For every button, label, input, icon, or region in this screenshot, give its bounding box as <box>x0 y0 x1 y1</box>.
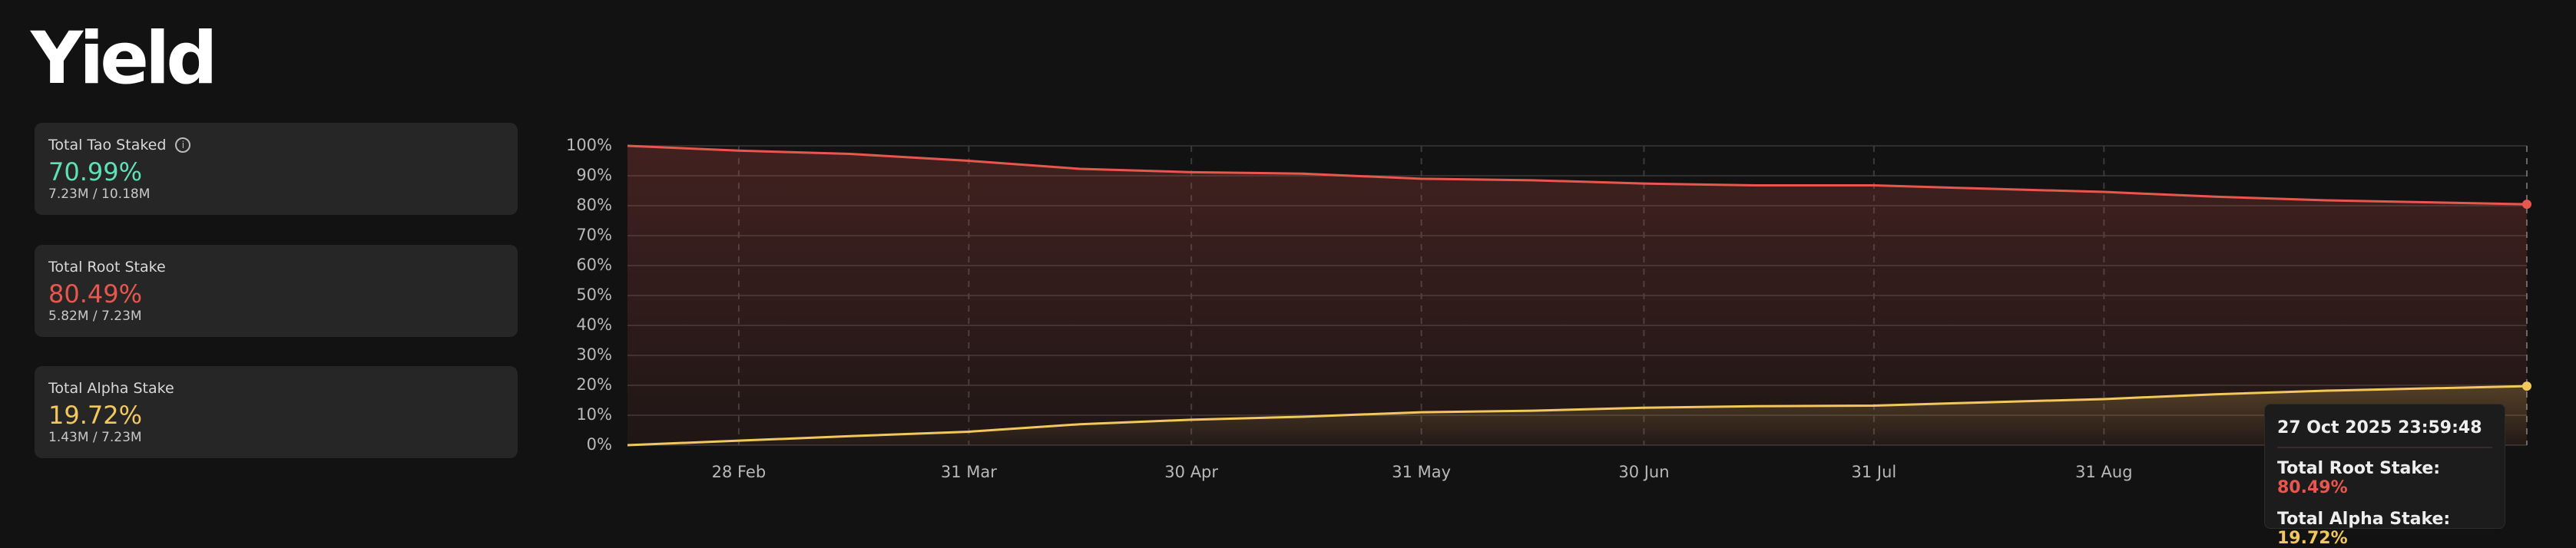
stat-card: Total Tao Staked i 70.99% 7.23M / 10.18M <box>35 123 518 215</box>
y-tick-label: 80% <box>576 196 612 214</box>
y-tick-label: 20% <box>576 375 612 394</box>
y-tick-label: 0% <box>587 435 612 454</box>
x-tick-label: 28 Feb <box>712 463 767 481</box>
tooltip-row: Total Alpha Stake: 19.72% <box>2277 510 2492 548</box>
y-tick-label: 70% <box>576 226 612 244</box>
card-detail: 5.82M / 7.23M <box>48 309 142 324</box>
tooltip-label: Total Root Stake: <box>2277 459 2441 478</box>
card-label-text: Total Tao Staked <box>48 137 167 154</box>
tooltip-row: Total Root Stake: 80.49% <box>2277 459 2492 497</box>
card-label-text: Total Alpha Stake <box>48 380 174 397</box>
y-tick-label: 10% <box>576 405 612 424</box>
end-point <box>2522 381 2531 391</box>
series-area <box>627 146 2527 445</box>
tooltip-value: 80.49% <box>2277 478 2348 497</box>
card-label: Total Root Stake <box>48 259 504 276</box>
card-value: 70.99% <box>48 157 143 187</box>
stat-card: Total Alpha Stake 19.72% 1.43M / 7.23M <box>35 366 518 458</box>
y-tick-label: 50% <box>576 286 612 304</box>
series-line <box>627 144 2528 206</box>
y-tick-label: 100% <box>566 136 612 154</box>
card-label: Total Alpha Stake <box>48 380 504 397</box>
card-detail: 1.43M / 7.23M <box>48 430 142 445</box>
series-line <box>627 385 2528 447</box>
card-value: 80.49% <box>48 279 143 309</box>
x-tick-label: 30 Jun <box>1618 463 1669 481</box>
tooltip-value: 19.72% <box>2277 529 2348 548</box>
y-tick-label: 90% <box>576 166 612 184</box>
tooltip-separator <box>2277 447 2492 448</box>
tooltip-date: 27 Oct 2025 23:59:48 <box>2277 418 2482 437</box>
x-tick-label: 31 May <box>1392 463 1451 481</box>
y-tick-label: 30% <box>576 345 612 364</box>
end-point <box>2522 200 2531 210</box>
tooltip: 27 Oct 2025 23:59:48 Total Root Stake: 8… <box>2264 404 2505 548</box>
card-value: 19.72% <box>48 401 143 430</box>
y-tick-label: 40% <box>576 315 612 334</box>
info-icon: i <box>175 137 191 153</box>
x-tick-label: 31 Aug <box>2075 463 2132 481</box>
x-tick-label: 30 Apr <box>1164 463 1218 481</box>
stat-card: Total Root Stake 80.49% 5.82M / 7.23M <box>35 245 518 337</box>
page-title: Yield <box>31 17 218 101</box>
y-tick-label: 60% <box>576 256 612 274</box>
x-tick-label: 31 Mar <box>941 463 997 481</box>
card-label-text: Total Root Stake <box>48 259 166 276</box>
x-tick-label: 31 Jul <box>1852 463 1897 481</box>
card-label: Total Tao Staked i <box>48 137 504 154</box>
card-detail: 7.23M / 10.18M <box>48 187 151 202</box>
tooltip-label: Total Alpha Stake: <box>2277 510 2451 529</box>
